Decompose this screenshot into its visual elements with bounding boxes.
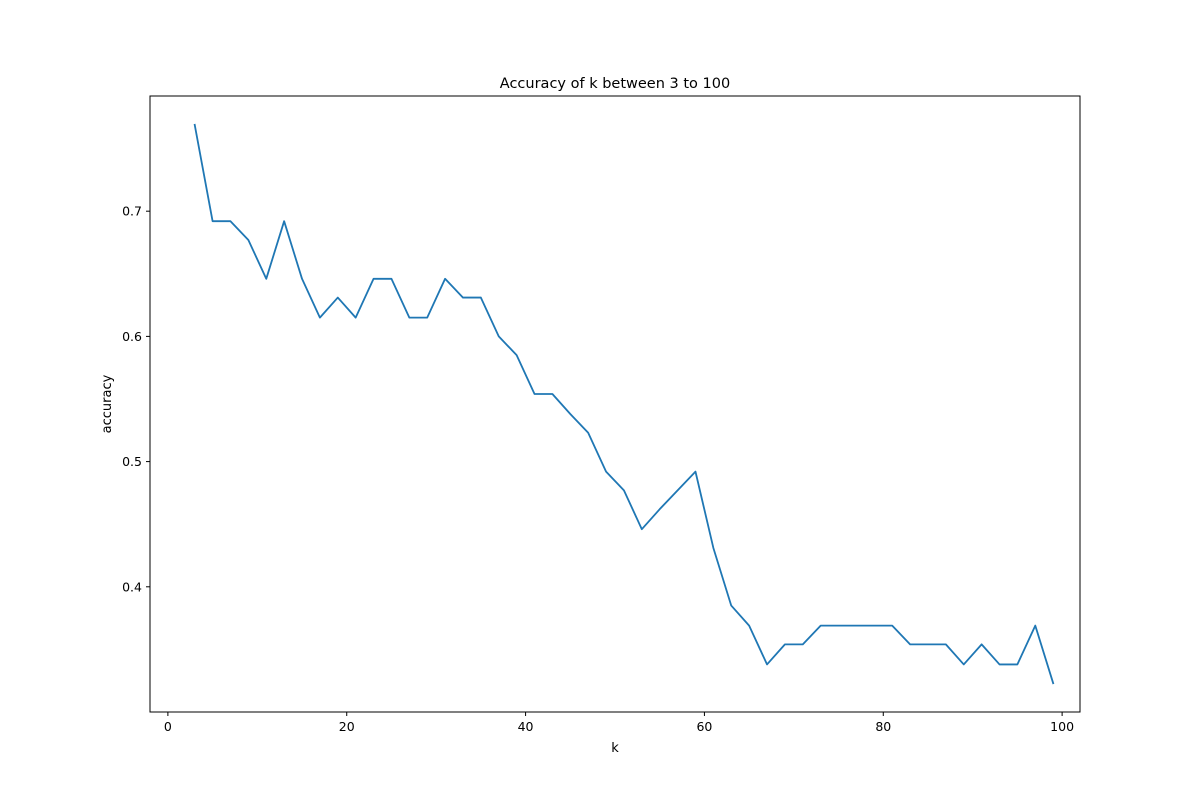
y-tick-label: 0.6 xyxy=(122,329,142,344)
x-tick-label: 40 xyxy=(518,719,534,734)
x-tick-label: 0 xyxy=(164,719,172,734)
plot-area xyxy=(193,123,1055,685)
series-line xyxy=(193,123,1055,685)
x-tick-label: 60 xyxy=(696,719,712,734)
x-axis: 0 20 40 60 80 100 xyxy=(164,712,1074,734)
y-axis-label: accuracy xyxy=(100,374,115,433)
chart-title: Accuracy of k between 3 to 100 xyxy=(500,76,730,92)
y-axis: 0.4 0.5 0.6 0.7 xyxy=(122,204,150,594)
x-tick-label: 20 xyxy=(339,719,355,734)
plot-frame xyxy=(149,95,1081,713)
x-tick-label: 80 xyxy=(875,719,891,734)
x-axis-label: k xyxy=(611,741,619,756)
y-tick-label: 0.5 xyxy=(122,454,142,469)
x-tick-label: 100 xyxy=(1050,719,1074,734)
y-tick-label: 0.4 xyxy=(122,579,142,594)
y-tick-label: 0.7 xyxy=(122,204,142,219)
